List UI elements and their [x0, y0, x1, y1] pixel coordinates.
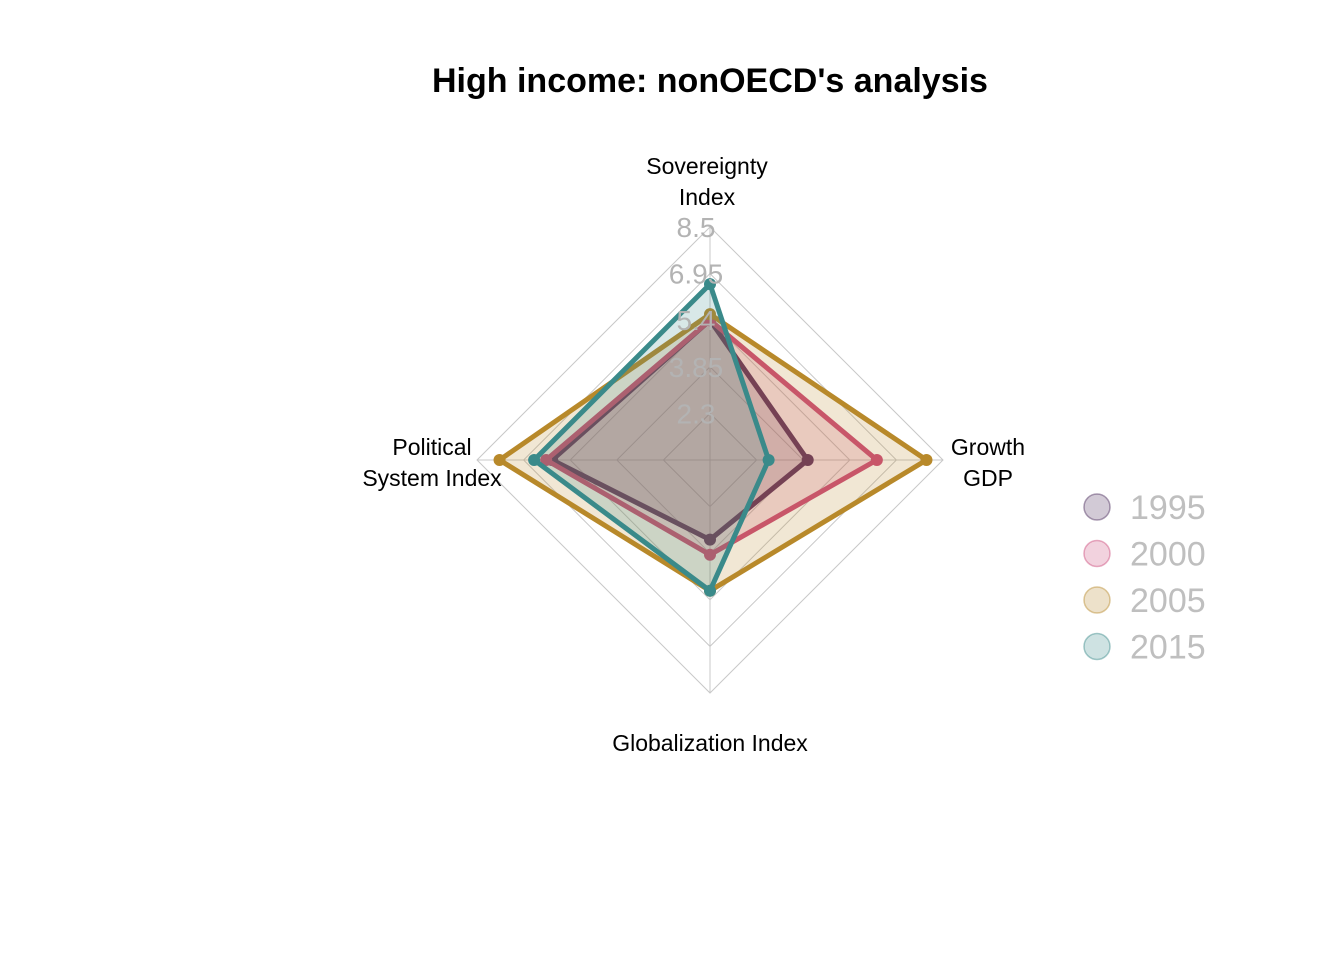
- axis-label-4: Political System Index: [362, 434, 502, 491]
- legend-label: 2015: [1130, 629, 1206, 667]
- axis-label-line: Globalization Index: [612, 730, 808, 756]
- axis-labels: Sovereignty Index Growth GDP Globalization I…: [362, 153, 1025, 756]
- data-point-2005-1: [704, 308, 716, 321]
- data-point-2000-2: [870, 454, 883, 466]
- axis-label-1: Sovereignty Index: [646, 153, 768, 210]
- axis-label-3: Globalization Index: [612, 730, 808, 756]
- legend-swatch: [1083, 632, 1111, 661]
- radial-tick-label: 5.4: [677, 305, 716, 336]
- chart-title: High income: nonOECD's analysis: [432, 62, 988, 100]
- radial-tick-label: 6.95: [669, 259, 724, 290]
- radial-ticks: 2.3 3.85 5.4 6.95 8.5: [669, 212, 724, 429]
- legend-label: 2000: [1130, 536, 1206, 574]
- legend-item-2000: 2000: [1083, 536, 1206, 574]
- legend-item-2015: 2015: [1083, 629, 1206, 667]
- axis-label-line: Index: [679, 184, 736, 210]
- radial-tick-label: 2.3: [677, 398, 716, 429]
- data-point-2005-4: [493, 454, 506, 466]
- axis-label-line: Political: [392, 434, 471, 460]
- data-point-2015-2: [762, 454, 775, 466]
- legend: 1995 2000 2005 2015: [1083, 489, 1206, 667]
- legend-swatch: [1083, 586, 1111, 614]
- axis-label-line: Sovereignty: [646, 153, 768, 179]
- radial-tick-label: 3.85: [669, 352, 724, 383]
- series-2000: [540, 314, 883, 561]
- axis-label-line: System Index: [362, 465, 502, 491]
- axis-label-line: Growth: [951, 434, 1025, 460]
- legend-label: 2005: [1130, 582, 1206, 620]
- legend-swatch: [1083, 493, 1111, 521]
- data-point-2005-2: [920, 454, 933, 466]
- data-point-2000-3: [704, 548, 716, 561]
- data-point-2000-4: [540, 454, 553, 466]
- radial-tick-label: 8.5: [677, 212, 716, 243]
- data-point-1995-2: [801, 454, 814, 466]
- legend-swatch: [1083, 539, 1111, 568]
- series-2015: [528, 278, 775, 597]
- axis-label-line: GDP: [963, 465, 1013, 491]
- data-point-2015-4: [528, 454, 541, 466]
- legend-item-1995: 1995: [1083, 489, 1206, 527]
- axis-label-2: Growth GDP: [951, 434, 1025, 491]
- legend-item-2005: 2005: [1083, 582, 1206, 620]
- radar-series: [493, 278, 933, 597]
- data-point-2015-1: [704, 278, 716, 291]
- data-point-2015-3: [704, 584, 716, 597]
- data-point-1995-3: [704, 533, 716, 546]
- legend-label: 1995: [1130, 489, 1206, 527]
